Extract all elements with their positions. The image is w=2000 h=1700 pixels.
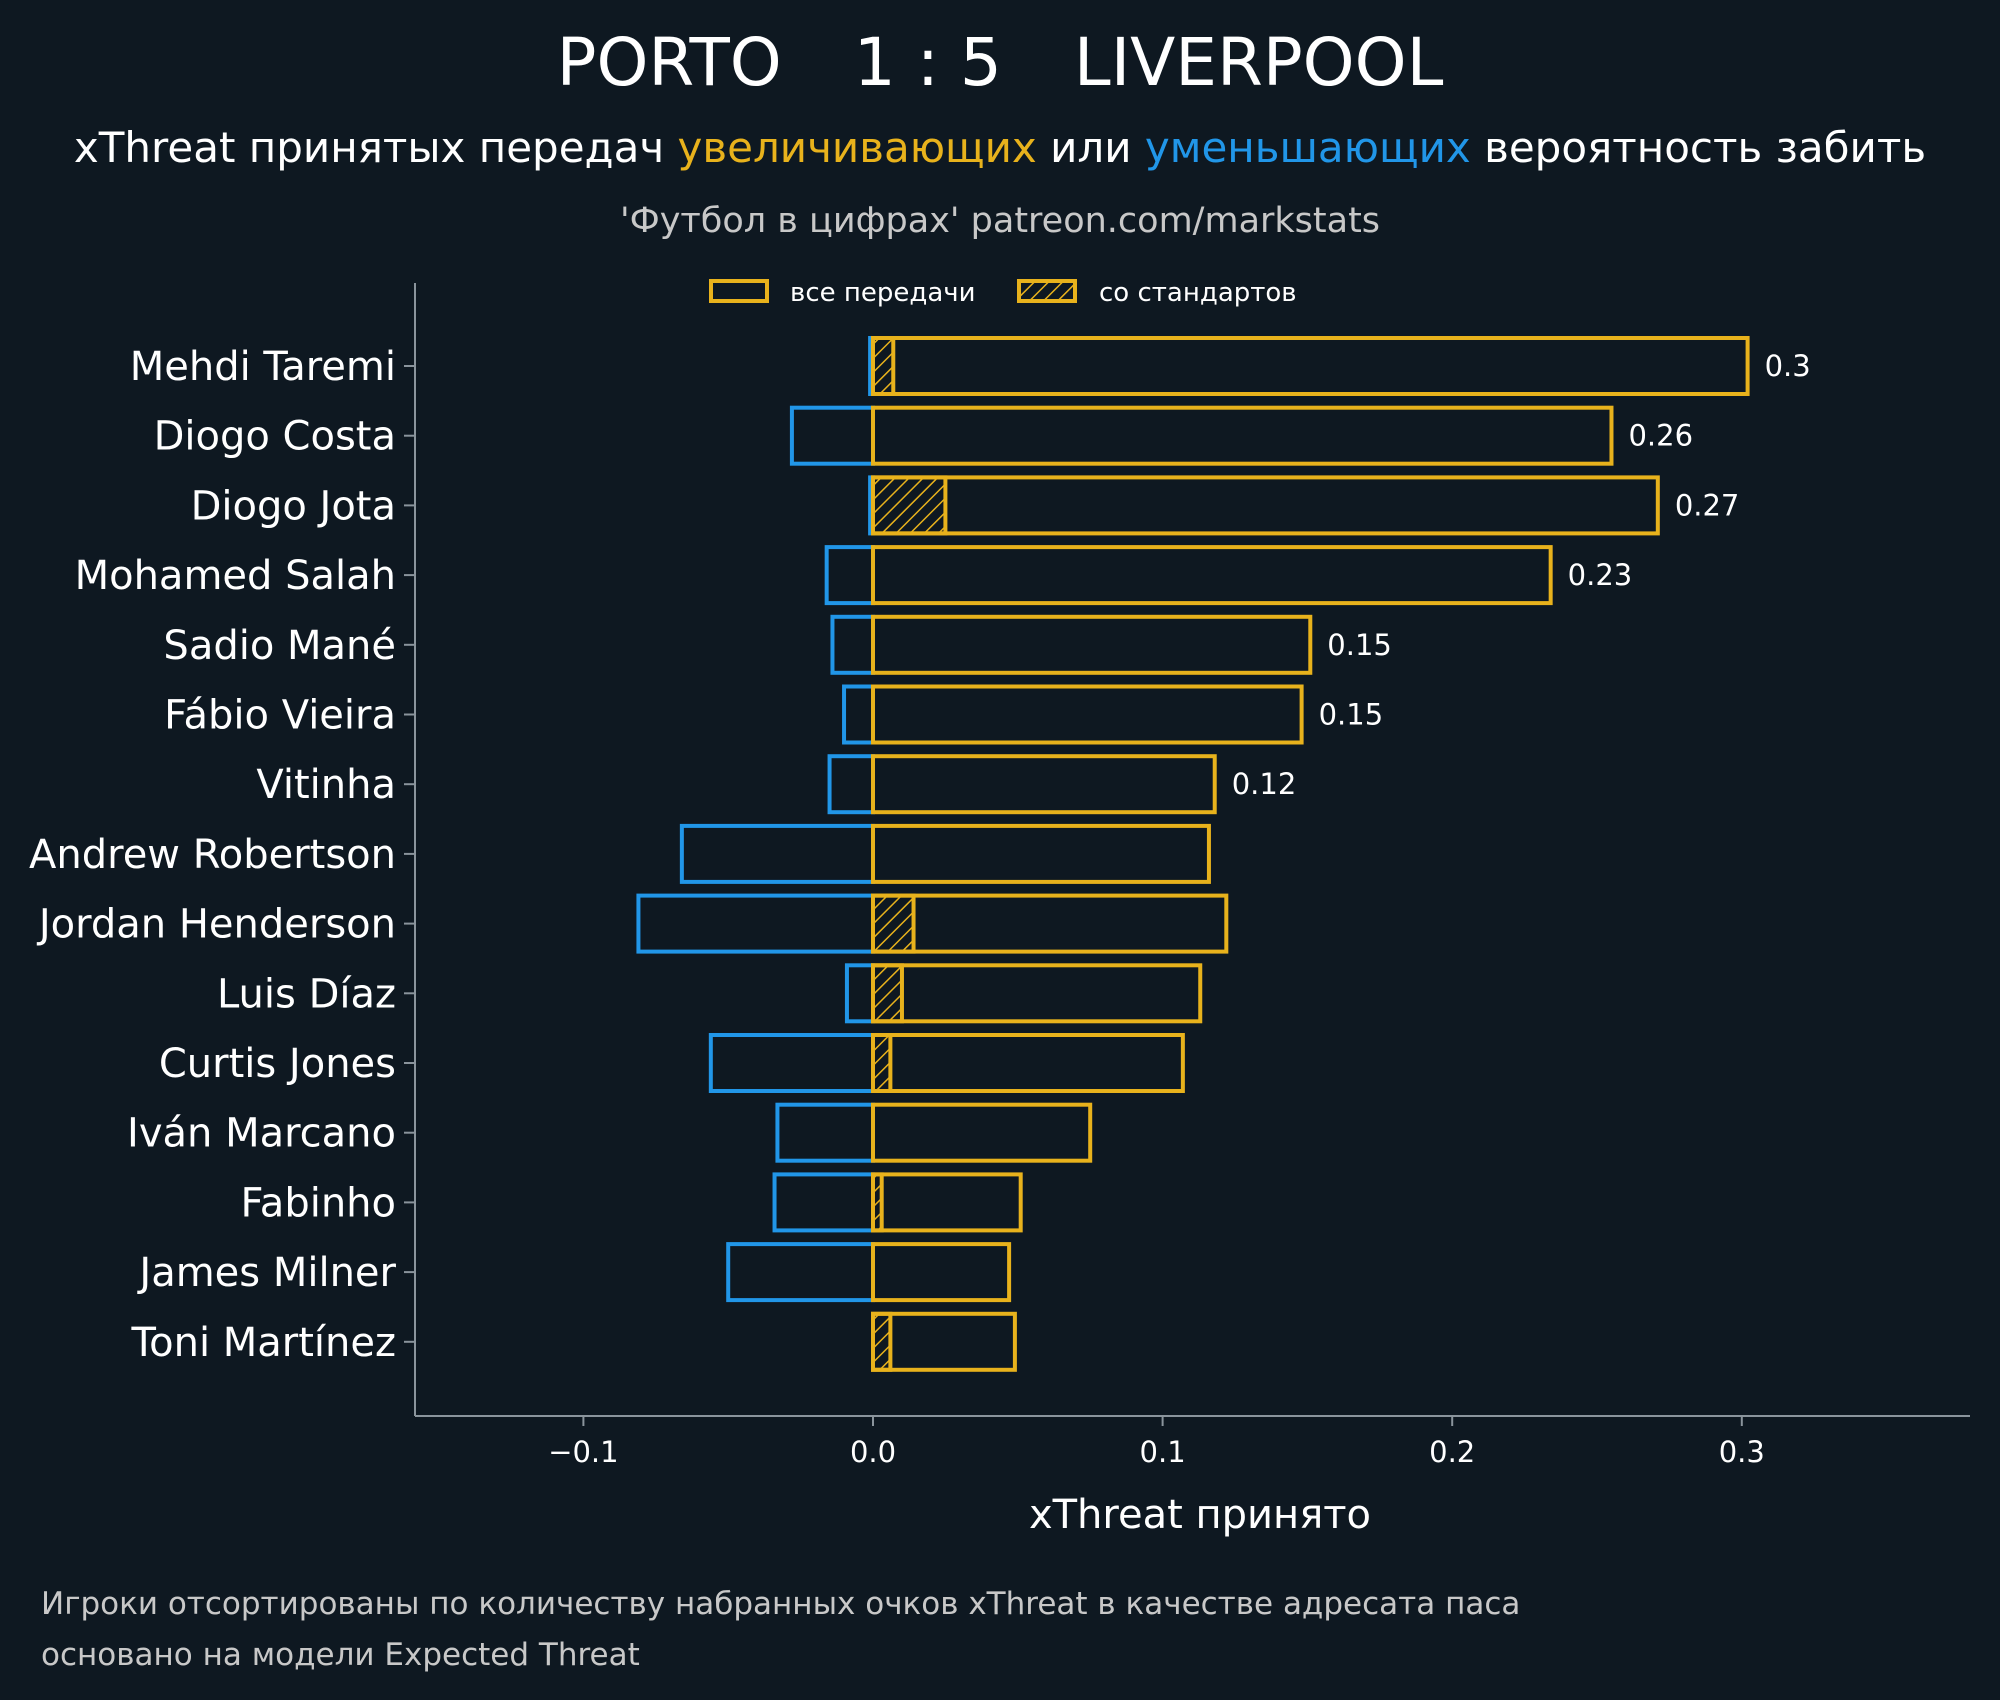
player-row: Fabinho: [240, 1172, 1023, 1233]
player-name: Vitinha: [256, 762, 396, 808]
player-name: Mehdi Taremi: [130, 344, 396, 390]
setpiece-bar: [871, 336, 896, 396]
positive-bar: [871, 1242, 1012, 1303]
value-label: 0.12: [1232, 767, 1297, 801]
x-axis-label: xThreat принято: [1029, 1492, 1371, 1538]
player-name: Iván Marcano: [127, 1111, 396, 1157]
setpiece-bar: [871, 893, 916, 954]
value-label: 0.27: [1675, 488, 1740, 522]
x-tick-label: 0.0: [850, 1435, 896, 1469]
player-row: Mehdi Taremi 0.3: [130, 336, 1811, 396]
player-name: Diogo Jota: [191, 483, 396, 529]
negative-bar: [842, 684, 875, 745]
chart-subtitle: xThreat принятых передач увеличивающих и…: [74, 123, 1926, 172]
player-name: James Milner: [136, 1250, 396, 1296]
player-row: Jordan Henderson: [36, 893, 1229, 954]
x-ticks: −0.1 0.0 0.1 0.2 0.3: [548, 1416, 1765, 1469]
value-label: 0.15: [1319, 698, 1384, 732]
legend: все передачи со стандартов: [709, 278, 1297, 308]
setpiece-bar: [871, 963, 904, 1024]
negative-bar: [726, 1242, 876, 1303]
negative-bar: [844, 963, 875, 1024]
x-tick-label: 0.3: [1719, 1435, 1765, 1469]
player-name: Fábio Vieira: [164, 693, 396, 739]
player-row: Mohamed Salah 0.23: [75, 545, 1633, 606]
positive-bar: [871, 405, 1614, 466]
positive-bar: [871, 1311, 1017, 1372]
player-name: Jordan Henderson: [36, 902, 396, 948]
positive-bar: [871, 545, 1553, 606]
positive-bar: [871, 475, 1660, 536]
chart-rows: Mehdi Taremi 0.3 Diogo Costa 0.26 Diogo Jota…: [29, 336, 1811, 1372]
match-title: PORTO 1 : 5 LIVERPOOL: [557, 24, 1444, 101]
match-score: 1 : 5: [854, 24, 1002, 101]
player-row: James Milner: [136, 1242, 1012, 1303]
player-name: Toni Martínez: [130, 1320, 396, 1366]
negative-bar: [679, 823, 876, 884]
player-name: Luis Díaz: [217, 971, 396, 1017]
credit-line: 'Футбол в цифрах' patreon.com/markstats: [620, 201, 1380, 241]
value-label: 0.26: [1628, 419, 1693, 453]
legend-label-setpiece: со стандартов: [1099, 278, 1297, 308]
negative-bar: [824, 545, 875, 606]
value-label: 0.3: [1765, 349, 1811, 383]
footnote-line1: Игроки отсортированы по количеству набра…: [41, 1586, 1520, 1622]
player-row: Luis Díaz: [217, 963, 1203, 1024]
legend-swatch-all: [709, 279, 769, 303]
player-row: Iván Marcano: [127, 1102, 1093, 1163]
negative-bar: [789, 405, 875, 466]
player-row: Toni Martínez: [130, 1311, 1017, 1372]
player-row: Andrew Robertson: [29, 823, 1211, 884]
positive-bar: [871, 1172, 1023, 1233]
team-away: LIVERPOOL: [1074, 24, 1444, 101]
player-name: Sadio Mané: [163, 623, 396, 669]
player-name: Andrew Robertson: [29, 832, 396, 878]
player-name: Mohamed Salah: [75, 553, 396, 599]
positive-bar: [871, 754, 1217, 815]
player-row: Vitinha 0.12: [256, 754, 1297, 815]
positive-bar: [871, 893, 1229, 954]
positive-bar: [871, 684, 1304, 745]
positive-bar: [871, 823, 1211, 884]
player-row: Diogo Costa 0.26: [154, 405, 1693, 466]
positive-bar: [871, 1102, 1093, 1163]
player-name: Fabinho: [240, 1180, 396, 1226]
team-home: PORTO: [557, 24, 782, 101]
value-label: 0.23: [1568, 558, 1633, 592]
setpiece-bar: [871, 1033, 893, 1093]
negative-bar: [775, 1102, 876, 1163]
positive-bar: [871, 336, 1750, 396]
legend-label-all: все передачи: [790, 278, 976, 308]
positive-bar: [871, 1033, 1185, 1093]
x-tick-label: 0.2: [1429, 1435, 1475, 1469]
negative-bar: [636, 893, 876, 954]
negative-bar: [708, 1033, 875, 1093]
legend-swatch-setpiece: [1017, 279, 1077, 303]
positive-bar: [871, 614, 1313, 675]
subtitle-part1: xThreat принятых передач: [74, 123, 678, 172]
negative-bar: [830, 614, 875, 675]
subtitle-negative-word: уменьшающих: [1145, 123, 1471, 172]
subtitle-part2: вероятность забить: [1471, 123, 1926, 172]
player-row: Diogo Jota 0.27: [191, 475, 1740, 536]
footnote-line2: основано на модели Expected Threat: [41, 1637, 640, 1673]
subtitle-mid: или: [1037, 123, 1145, 172]
negative-bar: [827, 754, 875, 815]
x-tick-label: −0.1: [548, 1435, 618, 1469]
setpiece-bar: [871, 475, 948, 536]
player-name: Curtis Jones: [159, 1041, 396, 1087]
x-tick-label: 0.1: [1140, 1435, 1186, 1469]
negative-bar: [772, 1172, 876, 1233]
player-row: Fábio Vieira 0.15: [164, 684, 1384, 745]
setpiece-bar: [871, 1311, 893, 1372]
player-row: Curtis Jones: [159, 1033, 1185, 1093]
subtitle-positive-word: увеличивающих: [678, 123, 1037, 172]
positive-bar: [871, 963, 1203, 1024]
player-row: Sadio Mané 0.15: [163, 614, 1392, 675]
player-name: Diogo Costa: [154, 414, 396, 460]
value-label: 0.15: [1327, 628, 1392, 662]
